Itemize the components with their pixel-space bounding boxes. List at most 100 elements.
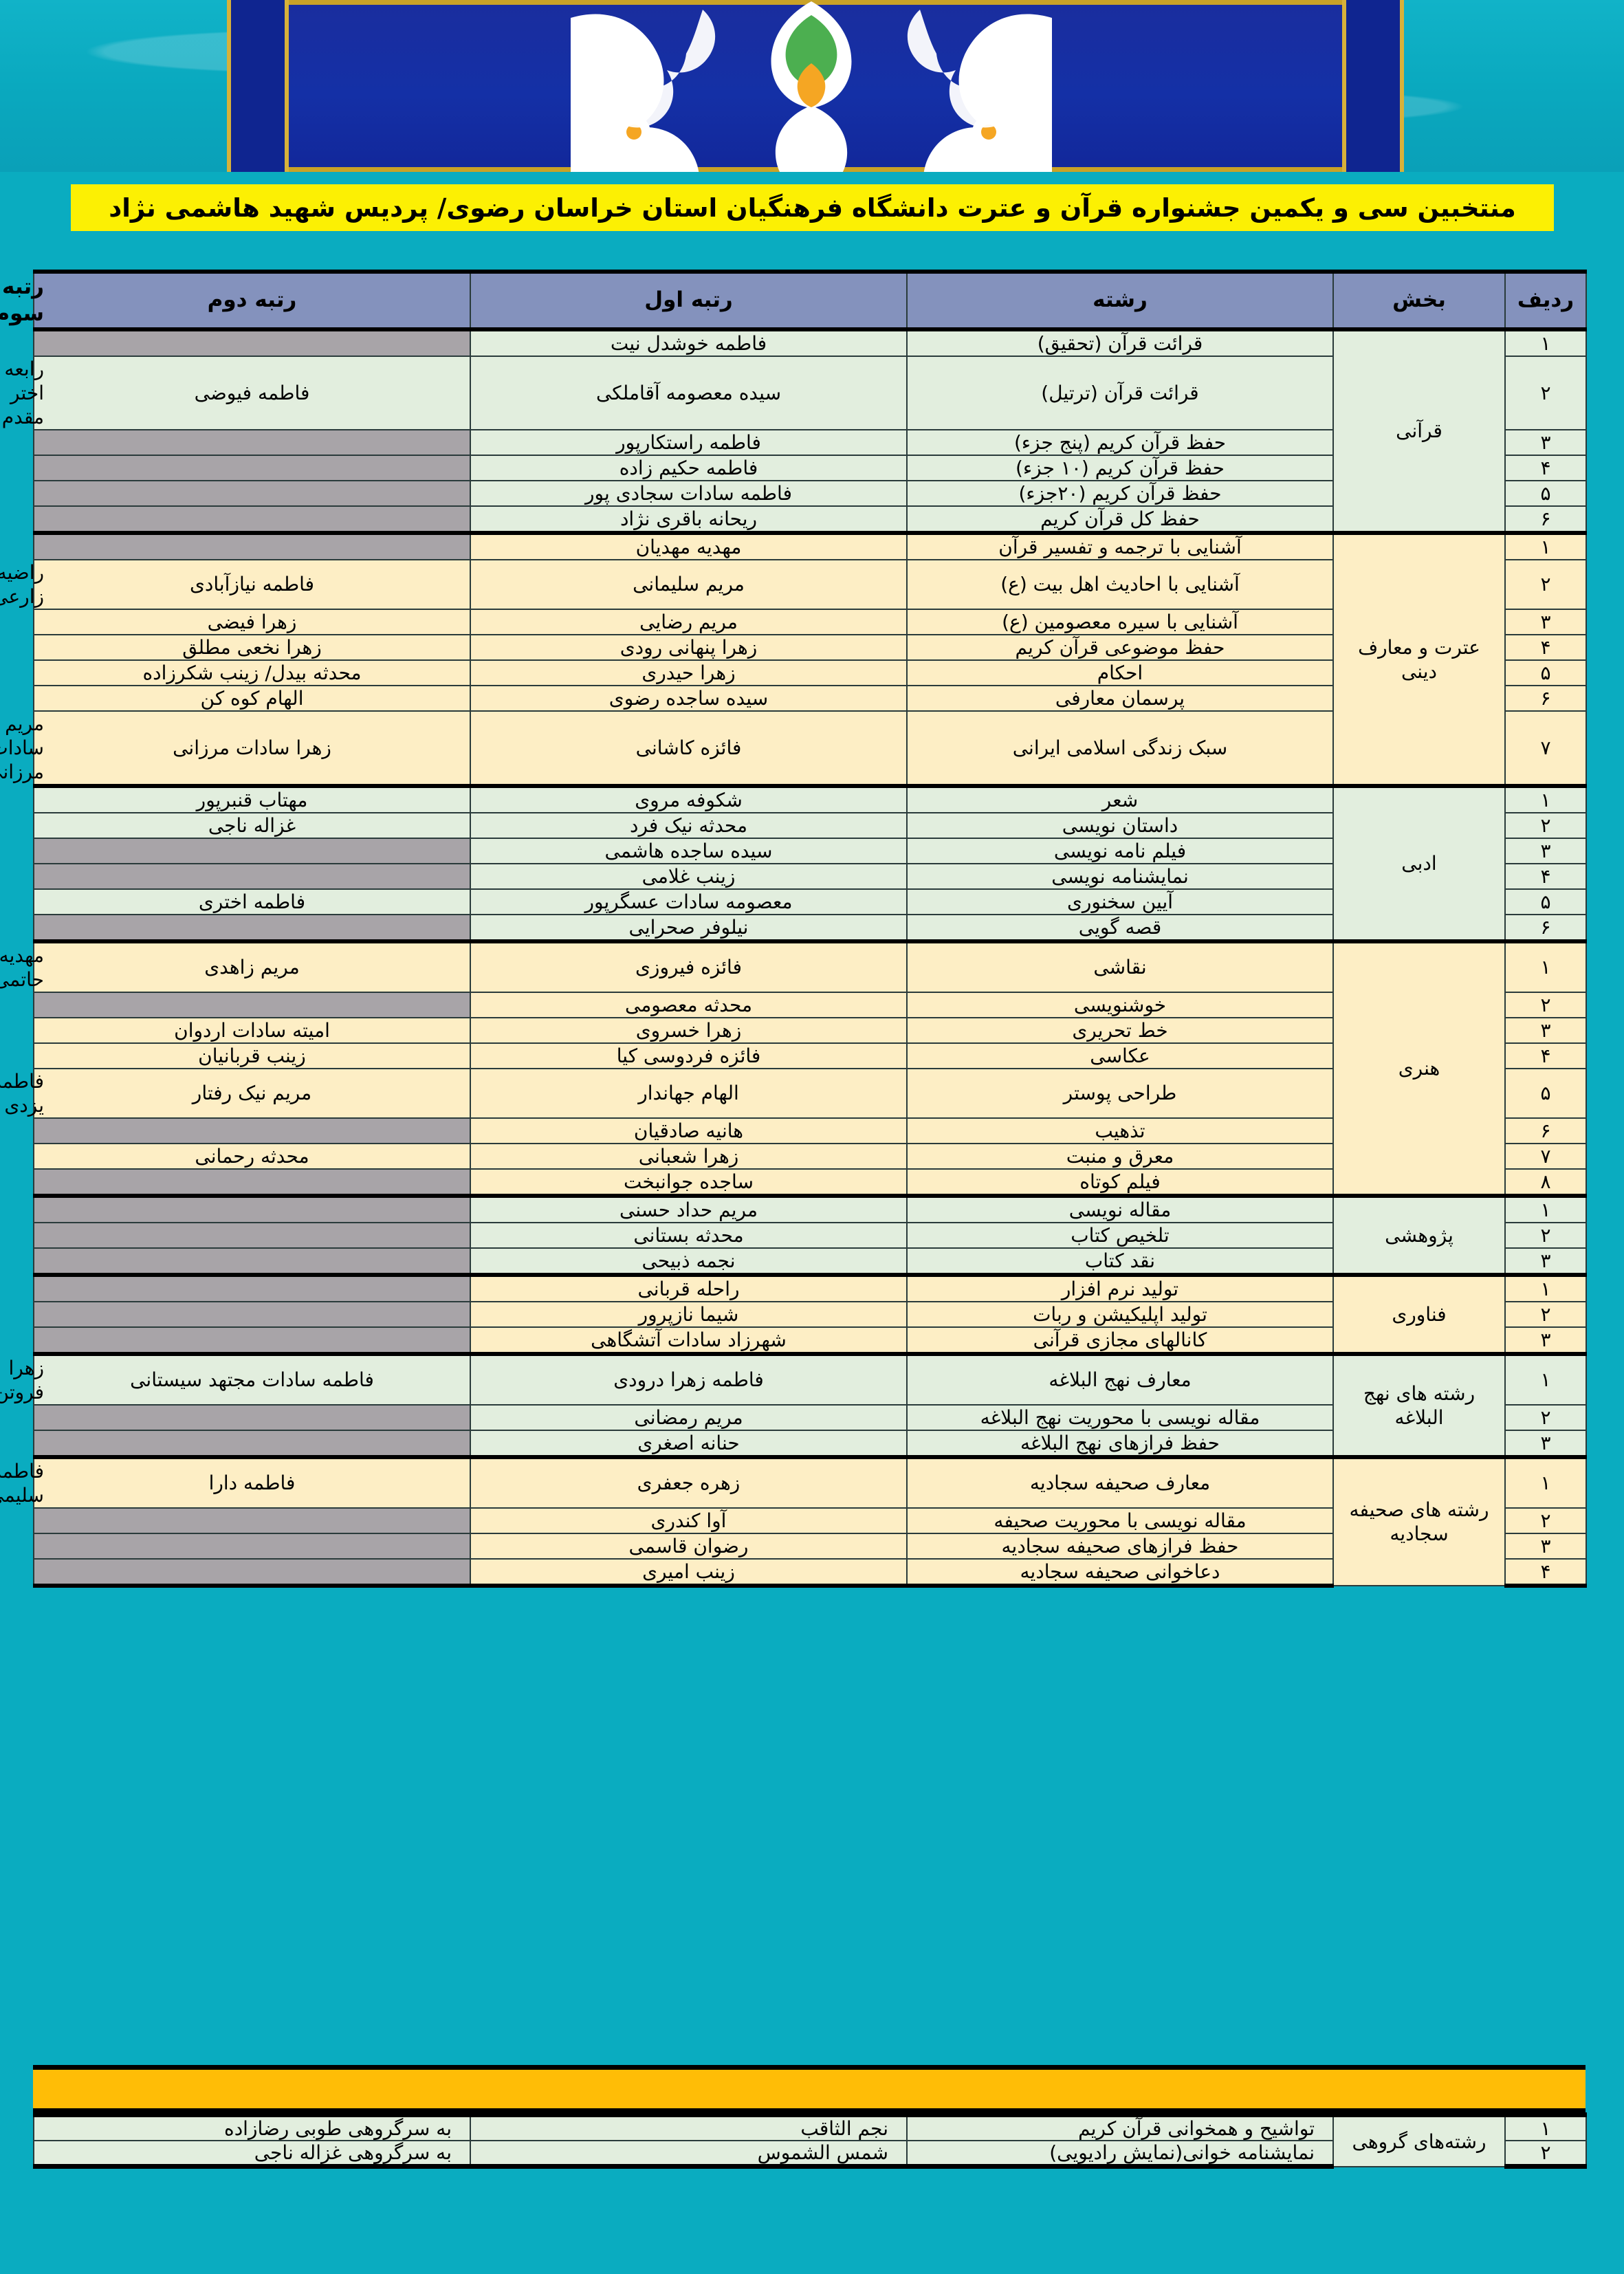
cell-rank1: شکوفه مروی (470, 783, 908, 813)
cell-rank1: شیما نازپرور (470, 1300, 908, 1328)
cell-rishte: حفظ قرآن کریم (۱۰ جزء) (906, 454, 1334, 481)
cell-section-name: پژوهشی (1332, 1193, 1506, 1276)
cell-rishte: مقاله نویسی (906, 1193, 1334, 1223)
cell-rishte: حفظ فرازهای صحیفه سجادیه (906, 1532, 1334, 1560)
cell-radif: ۱ (1504, 2112, 1587, 2141)
cell-radif: ۵ (1504, 659, 1587, 686)
cell-radif: ۴ (1504, 1042, 1587, 1069)
cell-radif: ۲ (1504, 558, 1587, 610)
group-table-body: ۱ رشته‌های گروهی تواشیح و همخوانی قرآن کری… (33, 2112, 1587, 2169)
table-row: ۴ حفظ قرآن کریم (۱۰ جزء) فاطمه حکیم زاده (33, 454, 1587, 481)
cell-section-name: رشته های نهج البلاغه (1332, 1351, 1506, 1458)
cell-radif: ۶ (1504, 684, 1587, 712)
table-row: ۲ مقاله نویسی با محوریت صحیفه آوا کندری (33, 1507, 1587, 1534)
cell-radif: ۳ (1504, 608, 1587, 635)
table-row: ۱ قرآنی قرائت قرآن (تحقیق) فاطمه خوشدل نیت (33, 327, 1587, 534)
table-row: ۳ نقد کتاب نجمه ذبیحی (33, 1247, 1587, 1277)
table-row: ۱ رشته های صحیفه سجادیه معارف صحیفه سجادیه… (0, 1454, 1587, 1586)
cell-rank1: مریم حداد حسنی (470, 1193, 908, 1223)
table-row: ۴ حفظ موضوعی قرآن کریم زهرا پنهانی رودی زهر… (33, 633, 1587, 661)
cell-section-name: هنری (1332, 939, 1506, 1196)
table-row: ۶ قصه گویی نیلوفر صحرایی (33, 913, 1587, 943)
cell-rank1: زهرا شعبانی (470, 1142, 908, 1170)
cell-rank2 (33, 837, 471, 864)
cell-rank1: الهام جهاندار (470, 1067, 908, 1119)
cell-rank2 (33, 913, 471, 943)
table-row: ۲ تلخیص کتاب محدثه بستانی (33, 1221, 1587, 1249)
cell-rank1: مریم سلیمانی (470, 558, 908, 610)
cell-rishte: قصه گویی (906, 913, 1334, 943)
table-row: ۶ حفظ کل قرآن کریم ریحانه باقری نژاد (33, 505, 1587, 535)
cell-rishte: خط تحریری (906, 1016, 1334, 1044)
cell-rishte: پرسمان معارفی (906, 684, 1334, 712)
cell-rishte: کانالهای مجازی قرآنی (906, 1326, 1334, 1356)
cell-rank1: فاطمه زهرا درودی (470, 1351, 908, 1406)
cell-radif: ۷ (1504, 1142, 1587, 1170)
page-title: منتخبین سی و یکمین جشنواره قرآن و عترت د… (109, 193, 1516, 223)
table-row: ۵ احکام زهرا حیدری محدثه بیدل/ زینب شکرزاده (33, 659, 1587, 686)
cell-rishte: داستان نویسی (906, 811, 1334, 839)
cell-rishte: خوشنویسی (906, 991, 1334, 1018)
cell-rank2 (33, 1272, 471, 1302)
group-table-row: ۲ نمایشنامه خوانی(نمایش رادیویی) شمس الشمو… (33, 2140, 1587, 2169)
cell-rank2 (33, 1168, 471, 1198)
col-header-rishte: رشته (906, 270, 1334, 331)
cell-rank2: فاطمه فیوضی (33, 355, 471, 430)
cell-rishte: تولید اپلیکیشن و ربات (906, 1300, 1334, 1328)
cell-rank1: شمس الشموس (470, 2140, 908, 2169)
cell-rank1: زینب غلامی (470, 862, 908, 890)
cell-rishte: حفظ قرآن کریم (پنج جزء) (906, 428, 1334, 456)
cell-rishte: قرائت قرآن (تحقیق) (906, 327, 1334, 357)
table-row: ۳ آشنایی با سیره معصومین (ع) مریم رضایی زهر… (33, 608, 1587, 635)
cell-rank1: حنانه اصغری (470, 1429, 908, 1459)
cell-rishte: تواشیح و همخوانی قرآن کریم (906, 2112, 1334, 2141)
cell-rank1: محدثه بستانی (470, 1221, 908, 1249)
cell-radif: ۳ (1504, 1429, 1587, 1459)
cell-rank2 (33, 1247, 471, 1277)
cell-section-name: ادبی (1332, 783, 1506, 942)
cell-rank2 (33, 1326, 471, 1356)
cell-rank1: راحله قربانی (470, 1272, 908, 1302)
cell-rank1: فائزه کاشانی (470, 710, 908, 788)
cell-radif: ۱ (1504, 1272, 1587, 1302)
cell-rank2: فاطمه اختری (33, 888, 471, 915)
table-row: ۲ خوشنویسی محدثه معصومی (33, 991, 1587, 1018)
table-header-row: ردیف بخش رشته رتبه اول رتبه دوم رتبه سوم (0, 270, 1587, 331)
cell-rank1: زهره جعفری (470, 1454, 908, 1509)
cell-rank2 (33, 862, 471, 890)
cell-radif: ۸ (1504, 1168, 1587, 1198)
cell-section-name: قرآنی (1332, 327, 1506, 534)
cell-rank1: نجم الثاقب (470, 2112, 908, 2141)
cell-rishte: آشنایی با سیره معصومین (ع) (906, 608, 1334, 635)
table-row: ۵ آیین سخنوری معصومه سادات عسگرپور فاطمه اخ… (33, 888, 1587, 915)
cell-rank2 (33, 479, 471, 507)
cell-radif: ۶ (1504, 1117, 1587, 1144)
poster-title-bar: منتخبین سی و یکمین جشنواره قرآن و عترت د… (71, 184, 1554, 231)
cell-rank2 (33, 1221, 471, 1249)
cell-rishte: دعاخوانی صحیفه سجادیه (906, 1557, 1334, 1588)
table-row: ۳ فیلم نامه نویسی سیده ساجده هاشمی (33, 837, 1587, 864)
cell-rank1: فاطمه سادات سجادی پور (470, 479, 908, 507)
cell-radif: ۲ (1504, 991, 1587, 1018)
cell-rank2 (33, 1429, 471, 1459)
cell-rishte: آیین سخنوری (906, 888, 1334, 915)
banner-left-notch (227, 0, 289, 172)
table-row: ۲ تولید اپلیکیشن و ربات شیما نازپرور (33, 1300, 1587, 1328)
cell-rank2 (33, 1557, 471, 1588)
cell-rank1: فاطمه حکیم زاده (470, 454, 908, 481)
cell-rank1: معصومه سادات عسگرپور (470, 888, 908, 915)
table-row: ۱ فناوری تولید نرم افزار راحله قربانی (33, 1272, 1587, 1355)
table-row: ۷ معرق و منبت زهرا شعبانی محدثه رحمانی (33, 1142, 1587, 1170)
cell-section-name: رشته های صحیفه سجادیه (1332, 1454, 1506, 1586)
group-table-row: ۱ رشته‌های گروهی تواشیح و همخوانی قرآن کری… (33, 2112, 1587, 2167)
cell-rank1: هانیه صادقیان (470, 1117, 908, 1144)
table-row: ۱ رشته های نهج البلاغه معارف نهج البلاغه فا… (0, 1351, 1587, 1458)
cell-radif: ۲ (1504, 811, 1587, 839)
cell-rank1: سیده ساجده رضوی (470, 684, 908, 712)
cell-rank2 (33, 1193, 471, 1223)
cell-rishte: قرائت قرآن (ترتیل) (906, 355, 1334, 430)
table-row: ۴ عکاسی فائزه فردوسی کیا زینب قربانیان (33, 1042, 1587, 1069)
cell-radif: ۳ (1504, 428, 1587, 456)
cell-rank2: زهرا سادات مرزانی (33, 710, 471, 788)
